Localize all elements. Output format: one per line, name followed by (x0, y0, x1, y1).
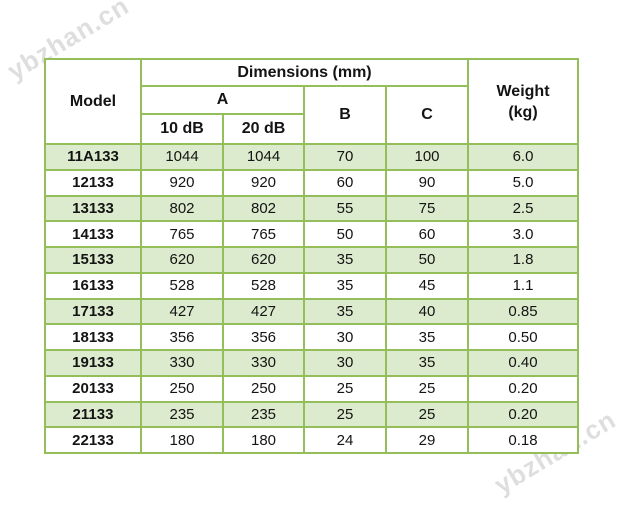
cell-model: 12133 (44, 168, 142, 197)
cell-a-10db: 620 (140, 246, 224, 274)
cell-weight: 5.0 (467, 168, 579, 197)
table-row: 20133 250 250 25 25 0.20 (44, 374, 579, 403)
cell-weight: 0.18 (467, 426, 579, 454)
header-col-a: A (140, 85, 305, 115)
cell-weight: 0.20 (467, 374, 579, 403)
cell-a-20db: 528 (222, 271, 305, 300)
table-row: 18133 356 356 30 35 0.50 (44, 323, 579, 351)
cell-model: 21133 (44, 400, 142, 429)
cell-b: 50 (303, 220, 387, 248)
cell-model: 22133 (44, 426, 142, 454)
cell-b: 30 (303, 349, 387, 377)
cell-model: 11A133 (44, 143, 142, 171)
cell-model: 15133 (44, 246, 142, 274)
cell-a-10db: 330 (140, 349, 224, 377)
cell-a-10db: 528 (140, 271, 224, 300)
cell-model: 17133 (44, 297, 142, 326)
cell-a-10db: 802 (140, 194, 224, 223)
cell-weight: 0.40 (467, 349, 579, 377)
cell-b: 70 (303, 143, 387, 171)
header-dimensions: Dimensions (mm) (140, 58, 469, 87)
cell-weight: 1.8 (467, 246, 579, 274)
cell-c: 35 (385, 349, 469, 377)
cell-weight: 0.20 (467, 400, 579, 429)
cell-c: 50 (385, 246, 469, 274)
table-row: 11A133 1044 1044 70 100 6.0 (44, 143, 579, 171)
table-row: 14133 765 765 50 60 3.0 (44, 220, 579, 248)
cell-a-10db: 250 (140, 374, 224, 403)
table-row: 16133 528 528 35 45 1.1 (44, 271, 579, 300)
cell-b: 35 (303, 246, 387, 274)
header-weight-label: Weight (496, 82, 550, 100)
cell-weight: 0.85 (467, 297, 579, 326)
header-col-b: B (303, 85, 387, 145)
cell-a-20db: 330 (222, 349, 305, 377)
cell-c: 90 (385, 168, 469, 197)
cell-model: 18133 (44, 323, 142, 351)
cell-a-20db: 180 (222, 426, 305, 454)
cell-b: 25 (303, 374, 387, 403)
cell-model: 20133 (44, 374, 142, 403)
cell-a-20db: 802 (222, 194, 305, 223)
cell-c: 35 (385, 323, 469, 351)
cell-weight: 1.1 (467, 271, 579, 300)
cell-a-20db: 1044 (222, 143, 305, 171)
cell-a-10db: 765 (140, 220, 224, 248)
cell-c: 40 (385, 297, 469, 326)
cell-a-10db: 180 (140, 426, 224, 454)
cell-model: 16133 (44, 271, 142, 300)
table-row: 22133 180 180 24 29 0.18 (44, 426, 579, 454)
cell-a-20db: 250 (222, 374, 305, 403)
cell-b: 35 (303, 271, 387, 300)
cell-a-10db: 356 (140, 323, 224, 351)
header-weight-unit: (kg) (508, 103, 538, 121)
cell-c: 25 (385, 400, 469, 429)
cell-a-10db: 235 (140, 400, 224, 429)
cell-weight: 6.0 (467, 143, 579, 171)
cell-b: 60 (303, 168, 387, 197)
cell-a-20db: 620 (222, 246, 305, 274)
cell-c: 45 (385, 271, 469, 300)
cell-b: 30 (303, 323, 387, 351)
header-weight: Weight (kg) (467, 58, 579, 145)
cell-c: 60 (385, 220, 469, 248)
header-sub-10db: 10 dB (140, 113, 224, 145)
cell-model: 19133 (44, 349, 142, 377)
cell-b: 35 (303, 297, 387, 326)
cell-a-10db: 920 (140, 168, 224, 197)
table-row: 17133 427 427 35 40 0.85 (44, 297, 579, 326)
cell-model: 14133 (44, 220, 142, 248)
header-col-c: C (385, 85, 469, 145)
cell-a-20db: 427 (222, 297, 305, 326)
header-sub-20db: 20 dB (222, 113, 305, 145)
cell-c: 25 (385, 374, 469, 403)
cell-a-20db: 235 (222, 400, 305, 429)
cell-weight: 3.0 (467, 220, 579, 248)
cell-a-20db: 765 (222, 220, 305, 248)
cell-b: 25 (303, 400, 387, 429)
table-row: 21133 235 235 25 25 0.20 (44, 400, 579, 429)
cell-b: 55 (303, 194, 387, 223)
cell-weight: 0.50 (467, 323, 579, 351)
header-model: Model (44, 58, 142, 145)
table-row: 15133 620 620 35 50 1.8 (44, 246, 579, 274)
cell-b: 24 (303, 426, 387, 454)
cell-weight: 2.5 (467, 194, 579, 223)
dimensions-spec-table: Model Dimensions (mm) Weight (kg) A B C … (44, 58, 579, 454)
cell-model: 13133 (44, 194, 142, 223)
table-row: 13133 802 802 55 75 2.5 (44, 194, 579, 223)
table-row: 12133 920 920 60 90 5.0 (44, 168, 579, 197)
cell-a-10db: 1044 (140, 143, 224, 171)
cell-a-10db: 427 (140, 297, 224, 326)
cell-a-20db: 920 (222, 168, 305, 197)
cell-c: 100 (385, 143, 469, 171)
cell-c: 75 (385, 194, 469, 223)
cell-a-20db: 356 (222, 323, 305, 351)
cell-c: 29 (385, 426, 469, 454)
table-row: 19133 330 330 30 35 0.40 (44, 349, 579, 377)
